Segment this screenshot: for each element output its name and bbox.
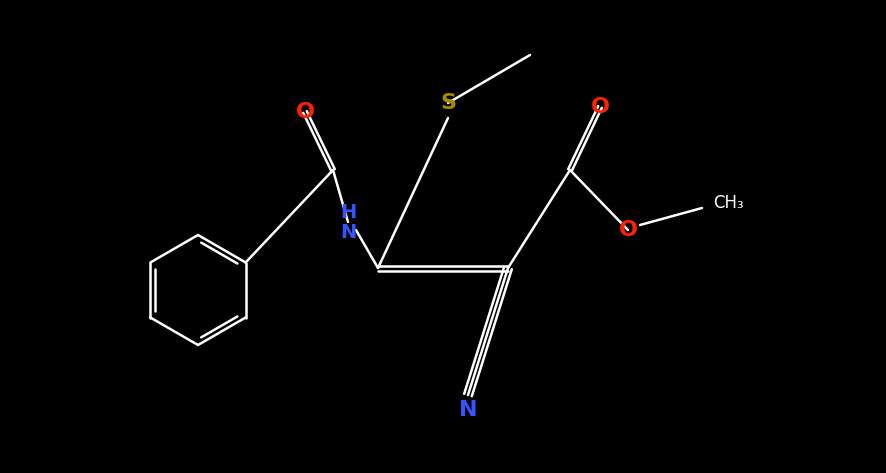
Text: S: S (440, 93, 456, 113)
Text: O: O (296, 102, 315, 122)
Text: O: O (590, 97, 610, 117)
Text: N: N (340, 222, 356, 242)
Text: H: H (340, 202, 356, 221)
Text: N: N (459, 400, 478, 420)
Text: O: O (618, 220, 638, 240)
Text: CH₃: CH₃ (712, 194, 743, 212)
